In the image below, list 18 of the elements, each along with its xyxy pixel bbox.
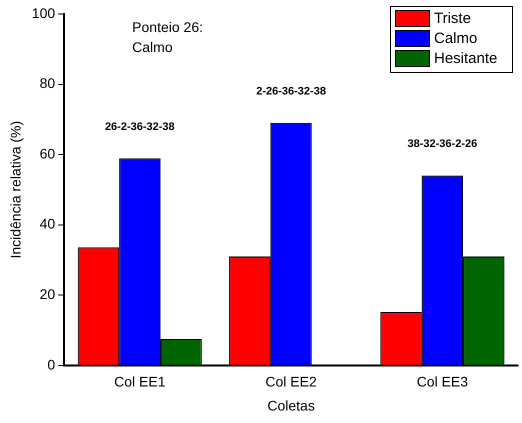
legend-label: Calmo xyxy=(434,30,478,48)
x-tick-label: Col EE2 xyxy=(265,374,317,390)
x-tick-label: Col EE1 xyxy=(114,374,166,390)
legend-label: Hesitante xyxy=(434,50,498,68)
y-tick-label: 0 xyxy=(47,356,56,372)
x-tick-label: Col EE3 xyxy=(416,374,468,390)
y-tick-label: 100 xyxy=(32,4,56,21)
annotation: Ponteio 26: Calmo xyxy=(132,18,203,55)
y-tick-label: 40 xyxy=(40,216,56,232)
annotation: 38-32-36-2-26 xyxy=(408,138,478,150)
y-axis-title: Incidência relativa (%) xyxy=(7,120,24,259)
annotation: 26-2-36-32-38 xyxy=(104,120,175,133)
x-axis-title: Coletas xyxy=(267,397,315,414)
annotation: 2-26-36-32-38 xyxy=(256,85,326,98)
y-tick-label: 60 xyxy=(40,145,56,162)
y-tick-label: 80 xyxy=(40,75,56,92)
y-tick-label: 20 xyxy=(40,286,56,302)
legend-label: Triste xyxy=(434,10,471,28)
